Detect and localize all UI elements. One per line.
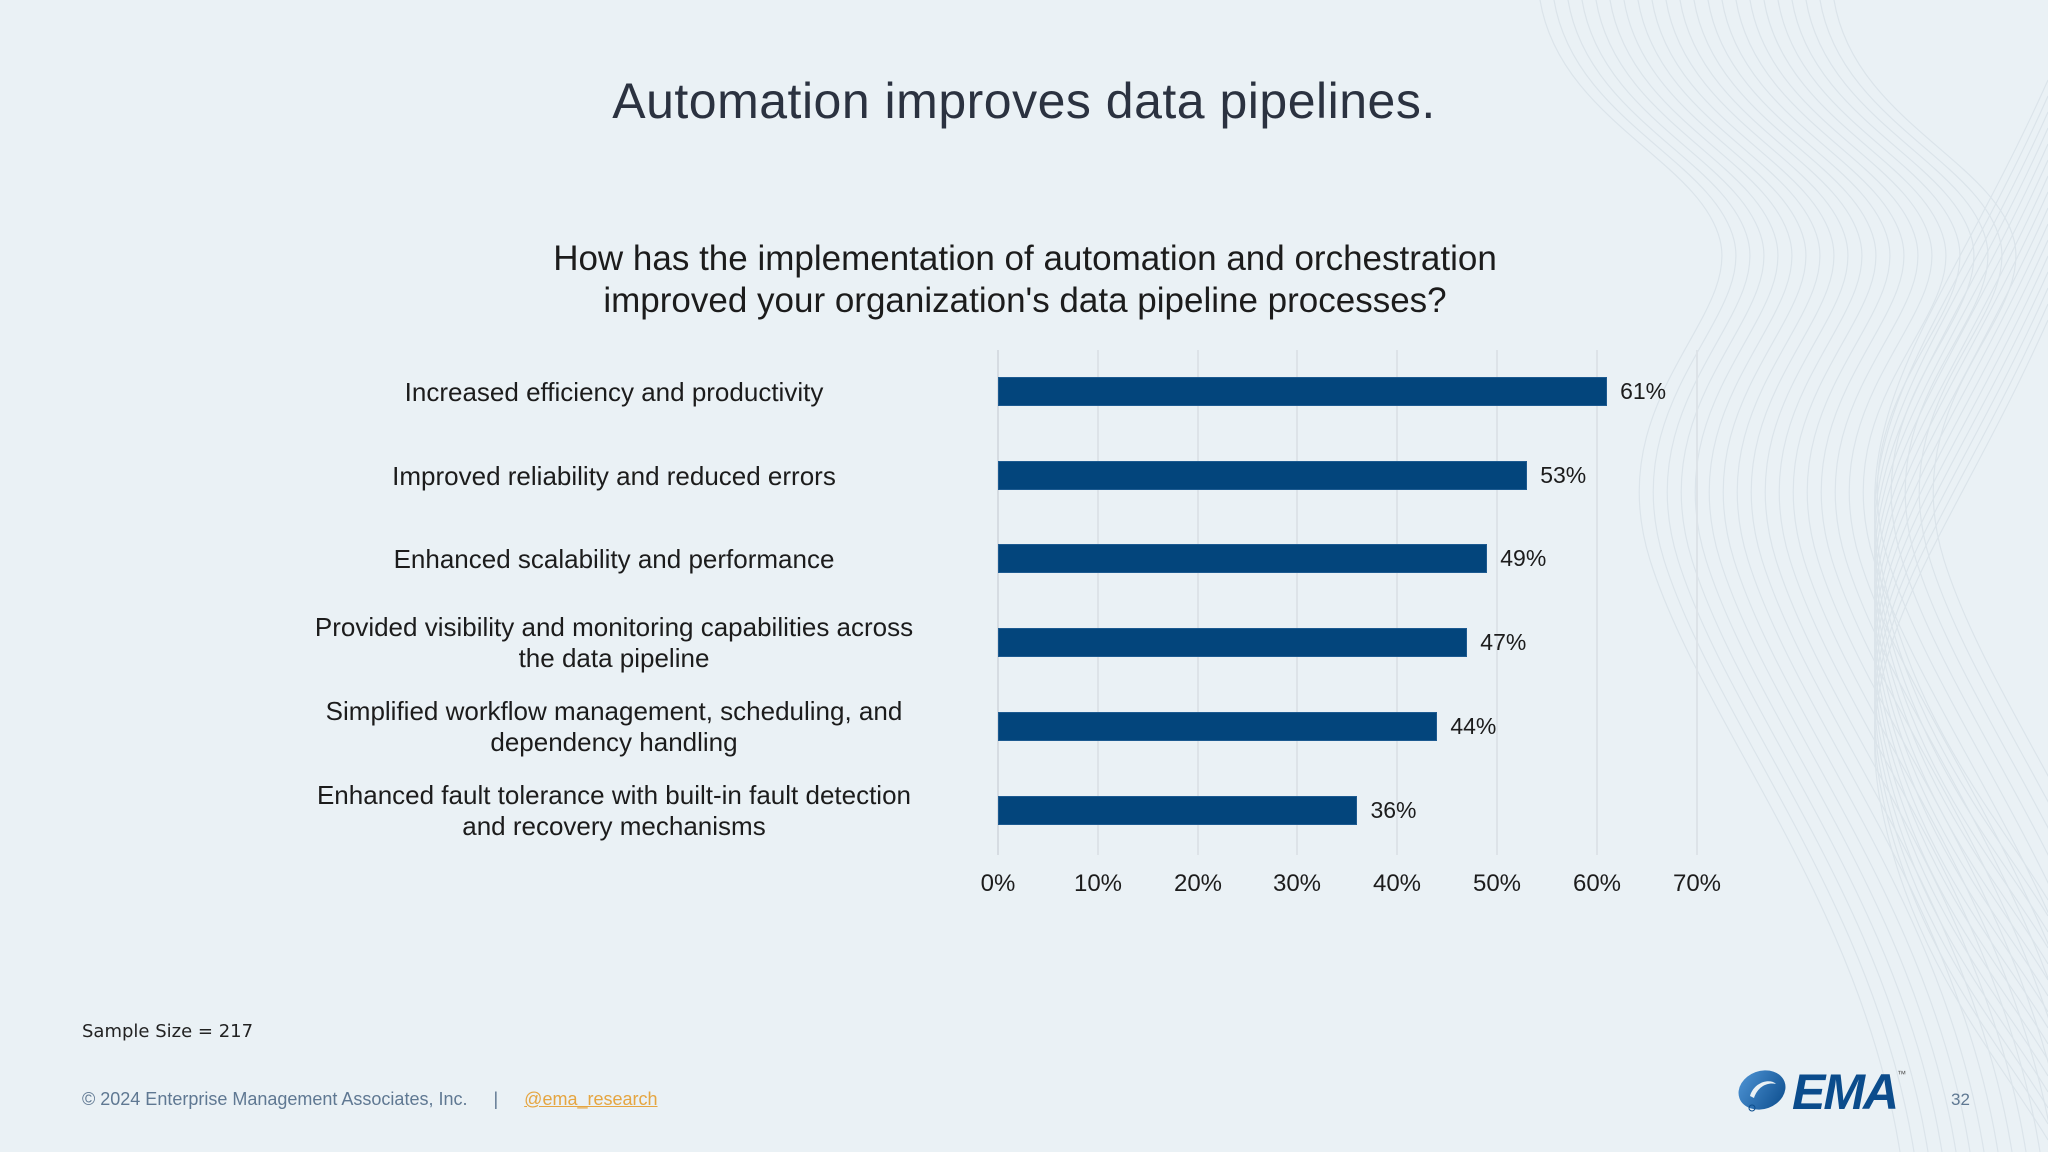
x-tick-label: 10% <box>1073 870 1123 897</box>
ema-swirl-icon <box>1738 1070 1786 1112</box>
chart-title: How has the implementation of automation… <box>430 238 1620 322</box>
category-label: Improved reliability and reduced errors <box>392 460 836 491</box>
gridline-70 <box>1696 350 1698 855</box>
bar <box>998 544 1488 573</box>
value-label: 53% <box>1540 462 1587 488</box>
ema-logo-text: EMA <box>1792 1064 1899 1120</box>
gridline-40 <box>1396 350 1398 855</box>
gridline-50 <box>1496 350 1498 855</box>
trademark-mark: ™ <box>1897 1069 1907 1079</box>
chart-title-line-2: improved your organization's data pipeli… <box>603 281 1447 320</box>
value-label: 61% <box>1620 378 1667 404</box>
gridline-30 <box>1296 350 1298 855</box>
category-label: Enhanced scalability and performance <box>393 543 835 574</box>
gridline-60 <box>1596 350 1598 855</box>
bar <box>998 377 1608 406</box>
x-tick-label: 50% <box>1472 870 1522 897</box>
bar <box>998 628 1468 657</box>
value-label: 47% <box>1480 629 1527 655</box>
slide-title: Automation improves data pipelines. <box>612 73 1436 129</box>
category-label: Simplified workflow management, scheduli… <box>325 696 903 757</box>
sample-size-note: Sample Size = 217 <box>82 1021 254 1042</box>
value-label: 36% <box>1370 797 1417 823</box>
footer-separator: | <box>493 1089 499 1109</box>
x-tick-label: 40% <box>1372 870 1422 897</box>
value-label: 44% <box>1450 713 1497 739</box>
twitter-handle-link[interactable]: @ema_research <box>524 1089 658 1109</box>
bar <box>998 796 1358 825</box>
ema-logo: EMA ™ <box>1736 1067 1906 1117</box>
gridline-0 <box>997 350 999 855</box>
page-number: 32 <box>1951 1090 1970 1109</box>
bar <box>998 712 1438 741</box>
bar <box>998 461 1528 490</box>
footer: © 2024 Enterprise Management Associates,… <box>82 1089 658 1110</box>
x-tick-label: 20% <box>1173 870 1223 897</box>
value-label: 49% <box>1500 545 1547 571</box>
category-label: Enhanced fault tolerance with built-in f… <box>316 780 912 841</box>
gridline-20 <box>1197 350 1199 855</box>
x-tick-label: 30% <box>1272 870 1322 897</box>
x-tick-label: 60% <box>1572 870 1622 897</box>
category-label: Increased efficiency and productivity <box>404 376 824 407</box>
gridline-10 <box>1097 350 1099 855</box>
x-tick-label: 70% <box>1672 870 1722 897</box>
copyright-text: © 2024 Enterprise Management Associates,… <box>82 1089 468 1109</box>
chart-title-line-1: How has the implementation of automation… <box>553 239 1497 278</box>
x-tick-label: 0% <box>980 870 1016 897</box>
category-label: Provided visibility and monitoring capab… <box>314 612 914 673</box>
